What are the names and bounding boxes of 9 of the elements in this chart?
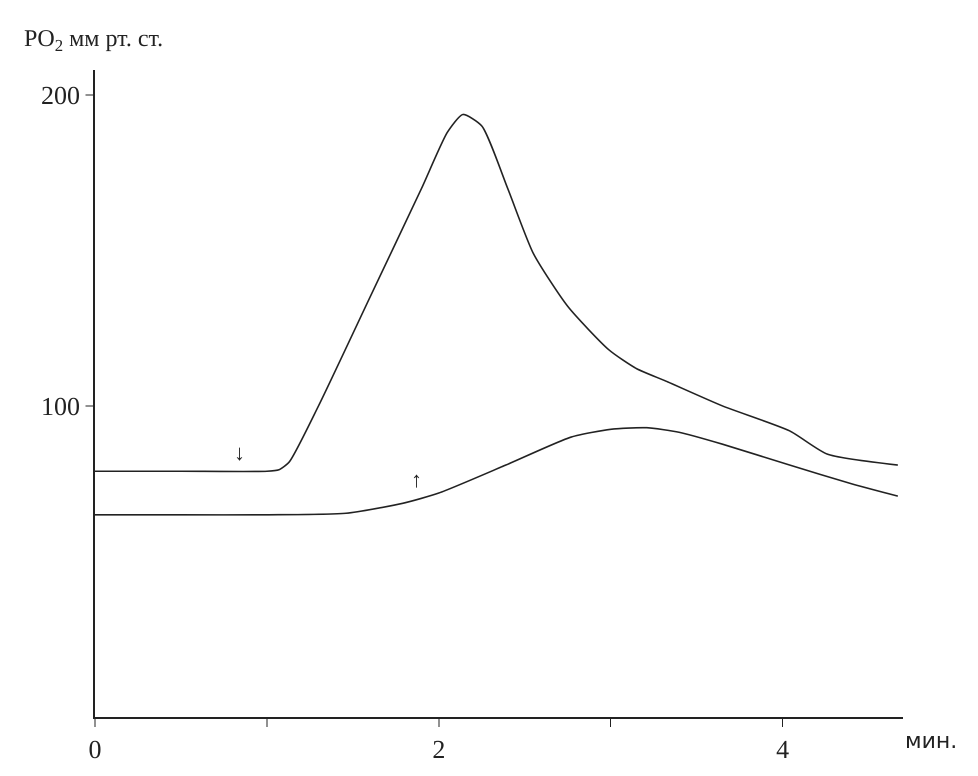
- y-tick-label: 100: [41, 392, 80, 422]
- x-axis-title: мин.: [905, 729, 958, 754]
- y-axis-title: PO$_{2}$ мм рт. ст.: [24, 26, 164, 56]
- x-tick-label: 0: [88, 734, 102, 764]
- x-tick-label: 4: [776, 734, 790, 764]
- x-tick-label: 2: [432, 734, 446, 764]
- y-tick-label: 200: [41, 80, 80, 110]
- annotation: ↑: [411, 467, 422, 492]
- annotation: ↓: [234, 440, 245, 465]
